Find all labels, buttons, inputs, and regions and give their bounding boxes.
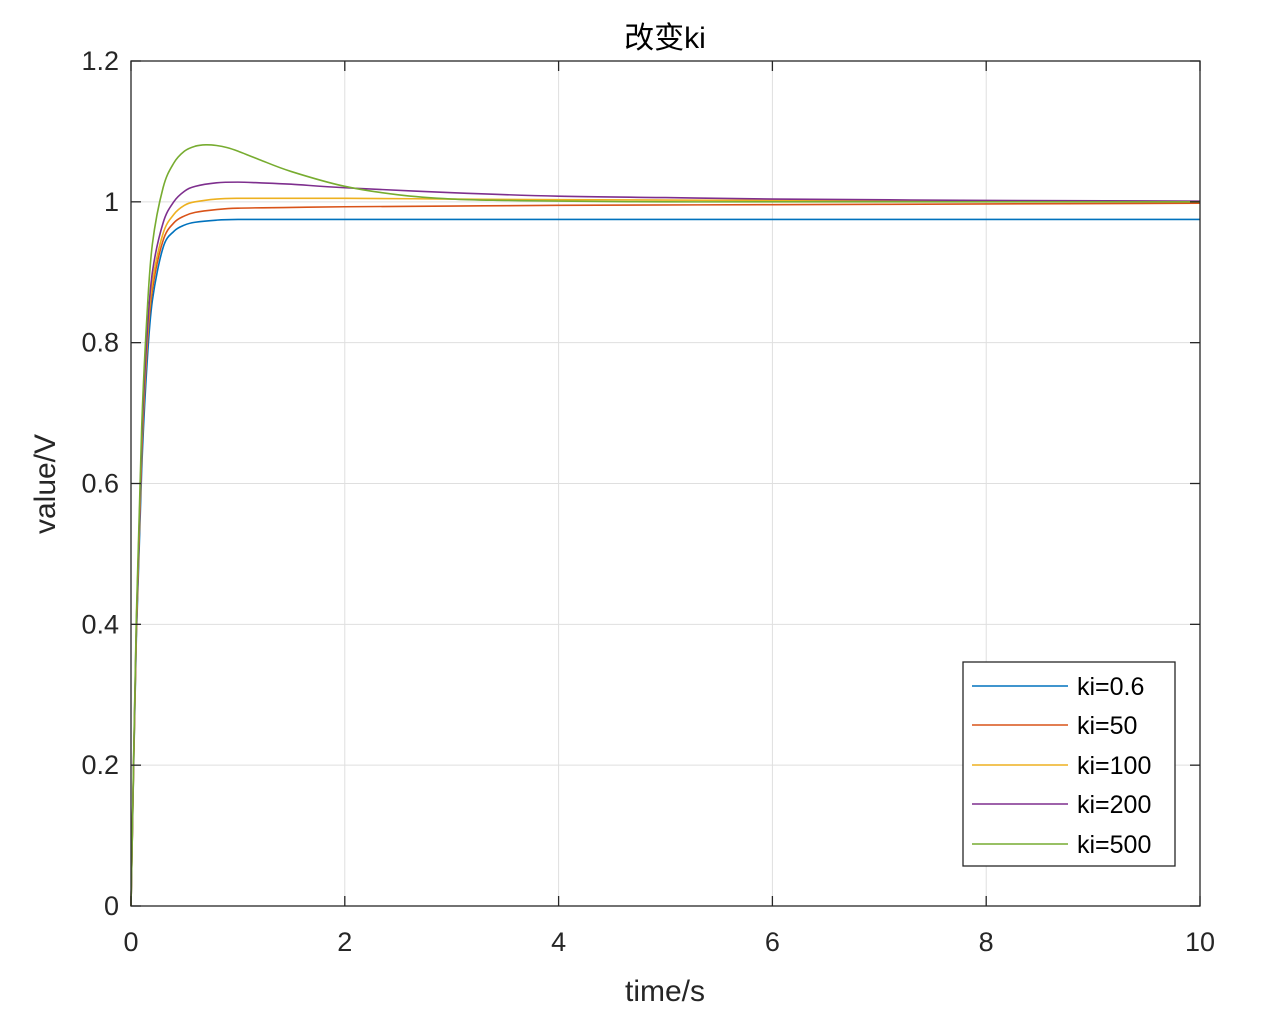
- y-axis-label: value/V: [29, 434, 62, 534]
- legend-label: ki=100: [1077, 752, 1151, 780]
- legend-label: ki=500: [1077, 831, 1151, 859]
- y-tick-label: 0.4: [81, 609, 119, 639]
- ticks: [130, 60, 1201, 907]
- x-tick-label: 4: [551, 927, 566, 957]
- x-tick-label: 0: [123, 927, 138, 957]
- series-lines: [130, 143, 1201, 907]
- x-tick-label: 10: [1185, 927, 1215, 957]
- y-tick-label: 0.8: [81, 328, 119, 358]
- chart-title: 改变ki: [624, 22, 706, 55]
- x-tick-label: 2: [337, 927, 352, 957]
- legend-label: ki=0.6: [1077, 673, 1144, 701]
- legend-box: [962, 661, 1176, 867]
- x-axis-label: time/s: [625, 975, 705, 1008]
- x-tick-label: 8: [979, 927, 994, 957]
- y-tick-labels: 0 0.2 0.4 0.6 0.8 1 1.2: [81, 46, 119, 921]
- x-tick-label: 6: [765, 927, 780, 957]
- y-tick-label: 0.6: [81, 469, 119, 499]
- series-line-5: [130, 143, 1200, 907]
- y-tick-label: 0.2: [81, 750, 119, 780]
- legend-label: ki=200: [1077, 791, 1151, 819]
- legend-label: ki=50: [1077, 712, 1137, 740]
- legend: ki=0.6 ki=50 ki=100 ki=200 ki=500: [962, 661, 1176, 867]
- y-tick-label: 1.2: [81, 46, 119, 76]
- y-tick-label: 0: [104, 891, 119, 921]
- x-tick-labels: 0 2 4 6 8 10: [123, 927, 1215, 957]
- y-tick-label: 1: [104, 187, 119, 217]
